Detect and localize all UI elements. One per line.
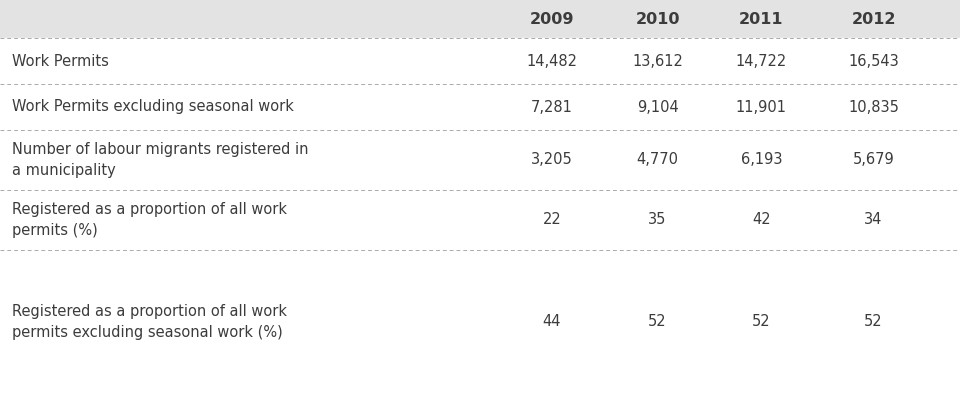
Bar bbox=[0, 250, 960, 394]
Text: 2009: 2009 bbox=[530, 11, 574, 26]
Text: 5,679: 5,679 bbox=[852, 152, 895, 167]
Text: Registered as a proportion of all work
permits (%): Registered as a proportion of all work p… bbox=[12, 202, 286, 238]
Text: 2012: 2012 bbox=[852, 11, 896, 26]
Text: 44: 44 bbox=[542, 314, 562, 329]
Text: Registered as a proportion of all work
permits excluding seasonal work (%): Registered as a proportion of all work p… bbox=[12, 304, 286, 340]
Text: 52: 52 bbox=[648, 314, 667, 329]
Bar bbox=[0, 84, 960, 130]
Bar bbox=[0, 190, 960, 250]
Text: 10,835: 10,835 bbox=[849, 100, 899, 115]
Text: 2011: 2011 bbox=[739, 11, 783, 26]
Text: 35: 35 bbox=[648, 212, 667, 227]
Text: 4,770: 4,770 bbox=[636, 152, 679, 167]
Text: 13,612: 13,612 bbox=[633, 54, 683, 69]
Text: 42: 42 bbox=[752, 212, 771, 227]
Text: Work Permits excluding seasonal work: Work Permits excluding seasonal work bbox=[12, 100, 294, 115]
Text: 52: 52 bbox=[864, 314, 883, 329]
Text: 3,205: 3,205 bbox=[531, 152, 573, 167]
Text: Work Permits: Work Permits bbox=[12, 54, 108, 69]
Text: 9,104: 9,104 bbox=[636, 100, 679, 115]
Text: 6,193: 6,193 bbox=[740, 152, 782, 167]
Text: 2010: 2010 bbox=[636, 11, 680, 26]
Text: 52: 52 bbox=[752, 314, 771, 329]
Text: 34: 34 bbox=[864, 212, 883, 227]
Text: 7,281: 7,281 bbox=[531, 100, 573, 115]
Text: 22: 22 bbox=[542, 212, 562, 227]
Text: 14,482: 14,482 bbox=[526, 54, 578, 69]
Text: 16,543: 16,543 bbox=[849, 54, 899, 69]
Bar bbox=[0, 38, 960, 84]
Text: Number of labour migrants registered in
a municipality: Number of labour migrants registered in … bbox=[12, 142, 308, 178]
Bar bbox=[0, 130, 960, 190]
Bar bbox=[0, 0, 960, 38]
Text: 14,722: 14,722 bbox=[735, 54, 787, 69]
Text: 11,901: 11,901 bbox=[735, 100, 787, 115]
